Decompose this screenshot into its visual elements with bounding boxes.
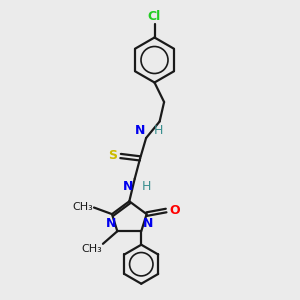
Text: N: N bbox=[134, 124, 145, 137]
Text: CH₃: CH₃ bbox=[72, 202, 93, 212]
Text: S: S bbox=[109, 149, 118, 163]
Text: N: N bbox=[123, 180, 134, 193]
Text: CH₃: CH₃ bbox=[81, 244, 102, 254]
Text: N: N bbox=[106, 217, 116, 230]
Text: H: H bbox=[142, 180, 152, 193]
Text: N: N bbox=[142, 217, 153, 230]
Text: H: H bbox=[154, 124, 163, 137]
Text: Cl: Cl bbox=[148, 10, 161, 22]
Text: O: O bbox=[169, 204, 180, 217]
